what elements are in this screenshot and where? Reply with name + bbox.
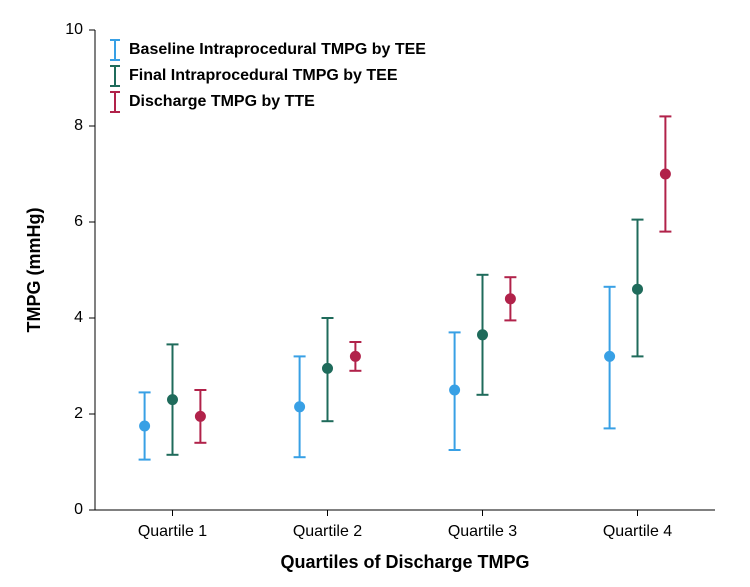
y-tick-label: 4: [74, 309, 83, 326]
x-tick-label: Quartile 3: [448, 523, 517, 540]
y-tick-label: 6: [74, 213, 83, 230]
errorbar: [139, 392, 151, 459]
y-tick-label: 10: [65, 21, 83, 38]
errorbar: [604, 287, 616, 429]
errorbar: [449, 332, 461, 450]
legend-item: Final Intraprocedural TMPG by TEE: [110, 66, 398, 86]
y-tick-label: 0: [74, 501, 83, 518]
errorbar: [322, 318, 334, 421]
errorbar: [194, 390, 206, 443]
legend-label: Final Intraprocedural TMPG by TEE: [129, 67, 398, 84]
errorbar-chart: 0 2 4 6 8 10 Quartile 1 Quartile 2 Quartile 3 Qua…: [0, 0, 750, 587]
chart-container: 0 2 4 6 8 10 Quartile 1 Quartile 2 Quartile 3 Qua…: [0, 0, 750, 587]
errorbar: [477, 275, 489, 395]
errorbar: [349, 342, 361, 371]
errorbar: [632, 220, 644, 357]
legend-item: Baseline Intraprocedural TMPG by TEE: [110, 40, 426, 60]
y-tick-label: 2: [74, 405, 83, 422]
legend-item: Discharge TMPG by TTE: [110, 92, 315, 112]
x-tick-label: Quartile 1: [138, 523, 207, 540]
x-axis-title: Quartiles of Discharge TMPG: [280, 552, 529, 572]
errorbar: [659, 116, 671, 231]
x-tick-label: Quartile 2: [293, 523, 362, 540]
legend-label: Baseline Intraprocedural TMPG by TEE: [129, 41, 426, 58]
errorbar: [294, 356, 306, 457]
legend-label: Discharge TMPG by TTE: [129, 93, 315, 110]
errorbar: [504, 277, 516, 320]
x-tick-label: Quartile 4: [603, 523, 672, 540]
errorbar: [167, 344, 179, 454]
y-tick-label: 8: [74, 117, 83, 134]
y-axis-title: TMPG (mmHg): [24, 208, 44, 333]
